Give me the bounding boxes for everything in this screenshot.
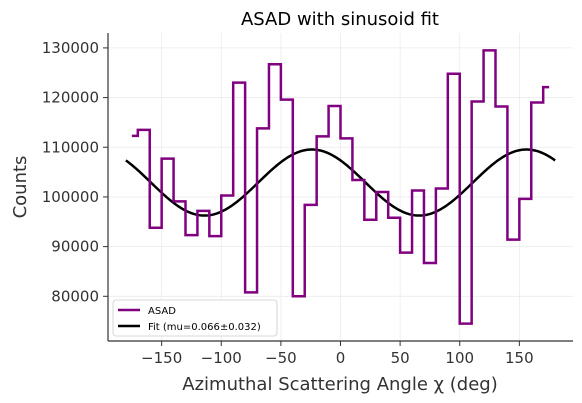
steps-layer: [131, 49, 550, 325]
y-tick-label: 100000: [42, 188, 99, 206]
x-tick-label: 150: [505, 349, 534, 367]
legend-label-asad: ASAD: [148, 306, 176, 317]
y-tick-label: 80000: [51, 287, 99, 305]
x-tick-label: 0: [336, 349, 346, 367]
legend-box: [112, 299, 278, 337]
y-axis-label: Counts: [10, 156, 31, 219]
y-tick-label: 120000: [42, 89, 99, 107]
chart-title: ASAD with sinusoid fit: [241, 9, 439, 30]
y-tick-label: 110000: [42, 138, 99, 156]
x-tick-label: 100: [445, 349, 474, 367]
x-tick-label: −50: [265, 349, 297, 367]
y-ticks: 80000 90000 100000 110000 120000 130000: [42, 39, 108, 305]
x-axis-label: Azimuthal Scattering Angle χ (deg): [182, 374, 497, 395]
y-tick-label: 90000: [51, 238, 99, 256]
legend-label-fit: Fit (mu=0.066±0.032): [148, 322, 261, 333]
x-ticks: −150 −100 −50 0 50 100 150: [141, 341, 534, 367]
x-tick-label: −100: [201, 349, 242, 367]
legend: ASAD Fit (mu=0.066±0.032): [112, 299, 278, 337]
y-tick-label: 130000: [42, 39, 99, 57]
x-tick-label: −150: [141, 349, 182, 367]
asad-step-line: [131, 49, 550, 325]
x-tick-label: 50: [391, 349, 410, 367]
